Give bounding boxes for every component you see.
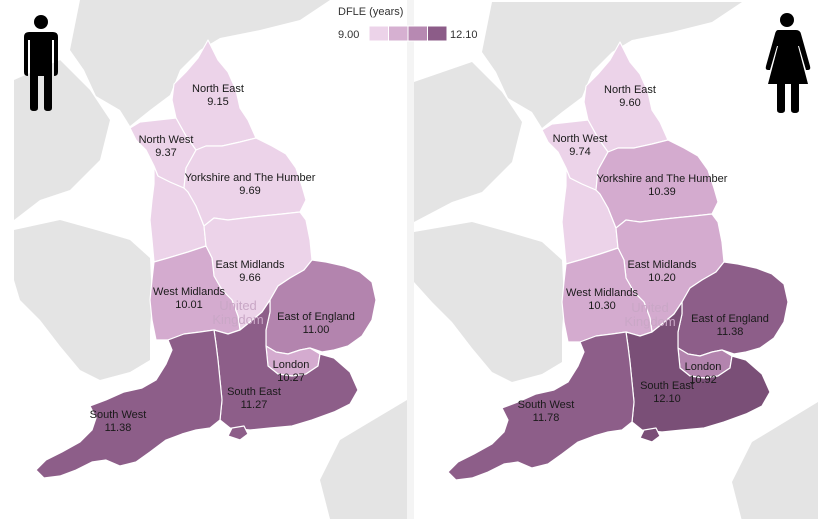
region-value-label: 10.01 xyxy=(175,299,203,311)
region-name-label: East Midlands xyxy=(627,259,697,271)
male-figure-icon xyxy=(24,15,58,111)
region-value-label: 11.38 xyxy=(105,422,132,434)
region-value-label: 10.92 xyxy=(689,374,717,386)
legend-min-label: 9.00 xyxy=(338,29,359,41)
region-value-label: 9.66 xyxy=(239,272,260,284)
region-name-label: South East xyxy=(227,386,281,398)
region-value-label: 11.78 xyxy=(533,412,560,424)
legend-max-label: 12.10 xyxy=(450,29,478,41)
region-value-label: 9.74 xyxy=(569,146,590,158)
region-value-label: 11.38 xyxy=(717,326,744,338)
background-place-label: Kingdom xyxy=(624,314,675,329)
region-name-label: London xyxy=(685,361,722,373)
legend: DFLE (years) 9.00 12.10 xyxy=(338,6,478,42)
region-isle-of-wight xyxy=(227,425,249,441)
legend-swatch xyxy=(368,25,389,42)
region-name-label: North East xyxy=(192,83,244,95)
region-name-label: West Midlands xyxy=(566,287,638,299)
surrounding-land xyxy=(414,2,818,519)
background-place-label: Kingdom xyxy=(212,312,263,327)
region-value-label: 9.15 xyxy=(207,96,228,108)
region-name-label: North West xyxy=(553,133,608,145)
region-name-label: Yorkshire and The Humber xyxy=(185,172,316,184)
region-south-west xyxy=(35,329,223,479)
legend-swatch xyxy=(427,25,448,42)
region-south-west xyxy=(447,331,635,481)
region-value-label: 9.37 xyxy=(155,147,176,159)
region-name-label: East Midlands xyxy=(215,259,285,271)
legend-title: DFLE (years) xyxy=(338,6,403,18)
region-value-label: 11.00 xyxy=(303,324,330,336)
region-value-label: 10.20 xyxy=(648,272,676,284)
region-name-label: South East xyxy=(640,380,694,392)
region-name-label: East of England xyxy=(277,311,355,323)
panel-divider xyxy=(407,0,414,519)
region-isle-of-wight xyxy=(639,427,661,443)
region-value-label: 9.69 xyxy=(239,185,260,197)
region-value-label: 12.10 xyxy=(653,393,681,405)
region-value-label: 9.60 xyxy=(619,97,640,109)
region-name-label: London xyxy=(273,359,310,371)
legend-swatch xyxy=(388,25,409,42)
background-place-label: United xyxy=(219,298,257,313)
region-name-label: North West xyxy=(139,134,194,146)
background-place-label: United xyxy=(631,300,669,315)
region-value-label: 10.30 xyxy=(588,300,616,312)
region-name-label: South West xyxy=(90,409,147,421)
region-name-label: West Midlands xyxy=(153,286,225,298)
region-value-label: 10.39 xyxy=(648,186,676,198)
female-figure-icon xyxy=(765,13,811,113)
legend-swatch xyxy=(407,25,428,42)
region-name-label: East of England xyxy=(691,313,769,325)
region-name-label: North East xyxy=(604,84,656,96)
region-value-label: 11.27 xyxy=(241,399,268,411)
region-value-label: 10.27 xyxy=(277,372,305,384)
region-name-label: South West xyxy=(518,399,575,411)
region-name-label: Yorkshire and The Humber xyxy=(597,173,728,185)
